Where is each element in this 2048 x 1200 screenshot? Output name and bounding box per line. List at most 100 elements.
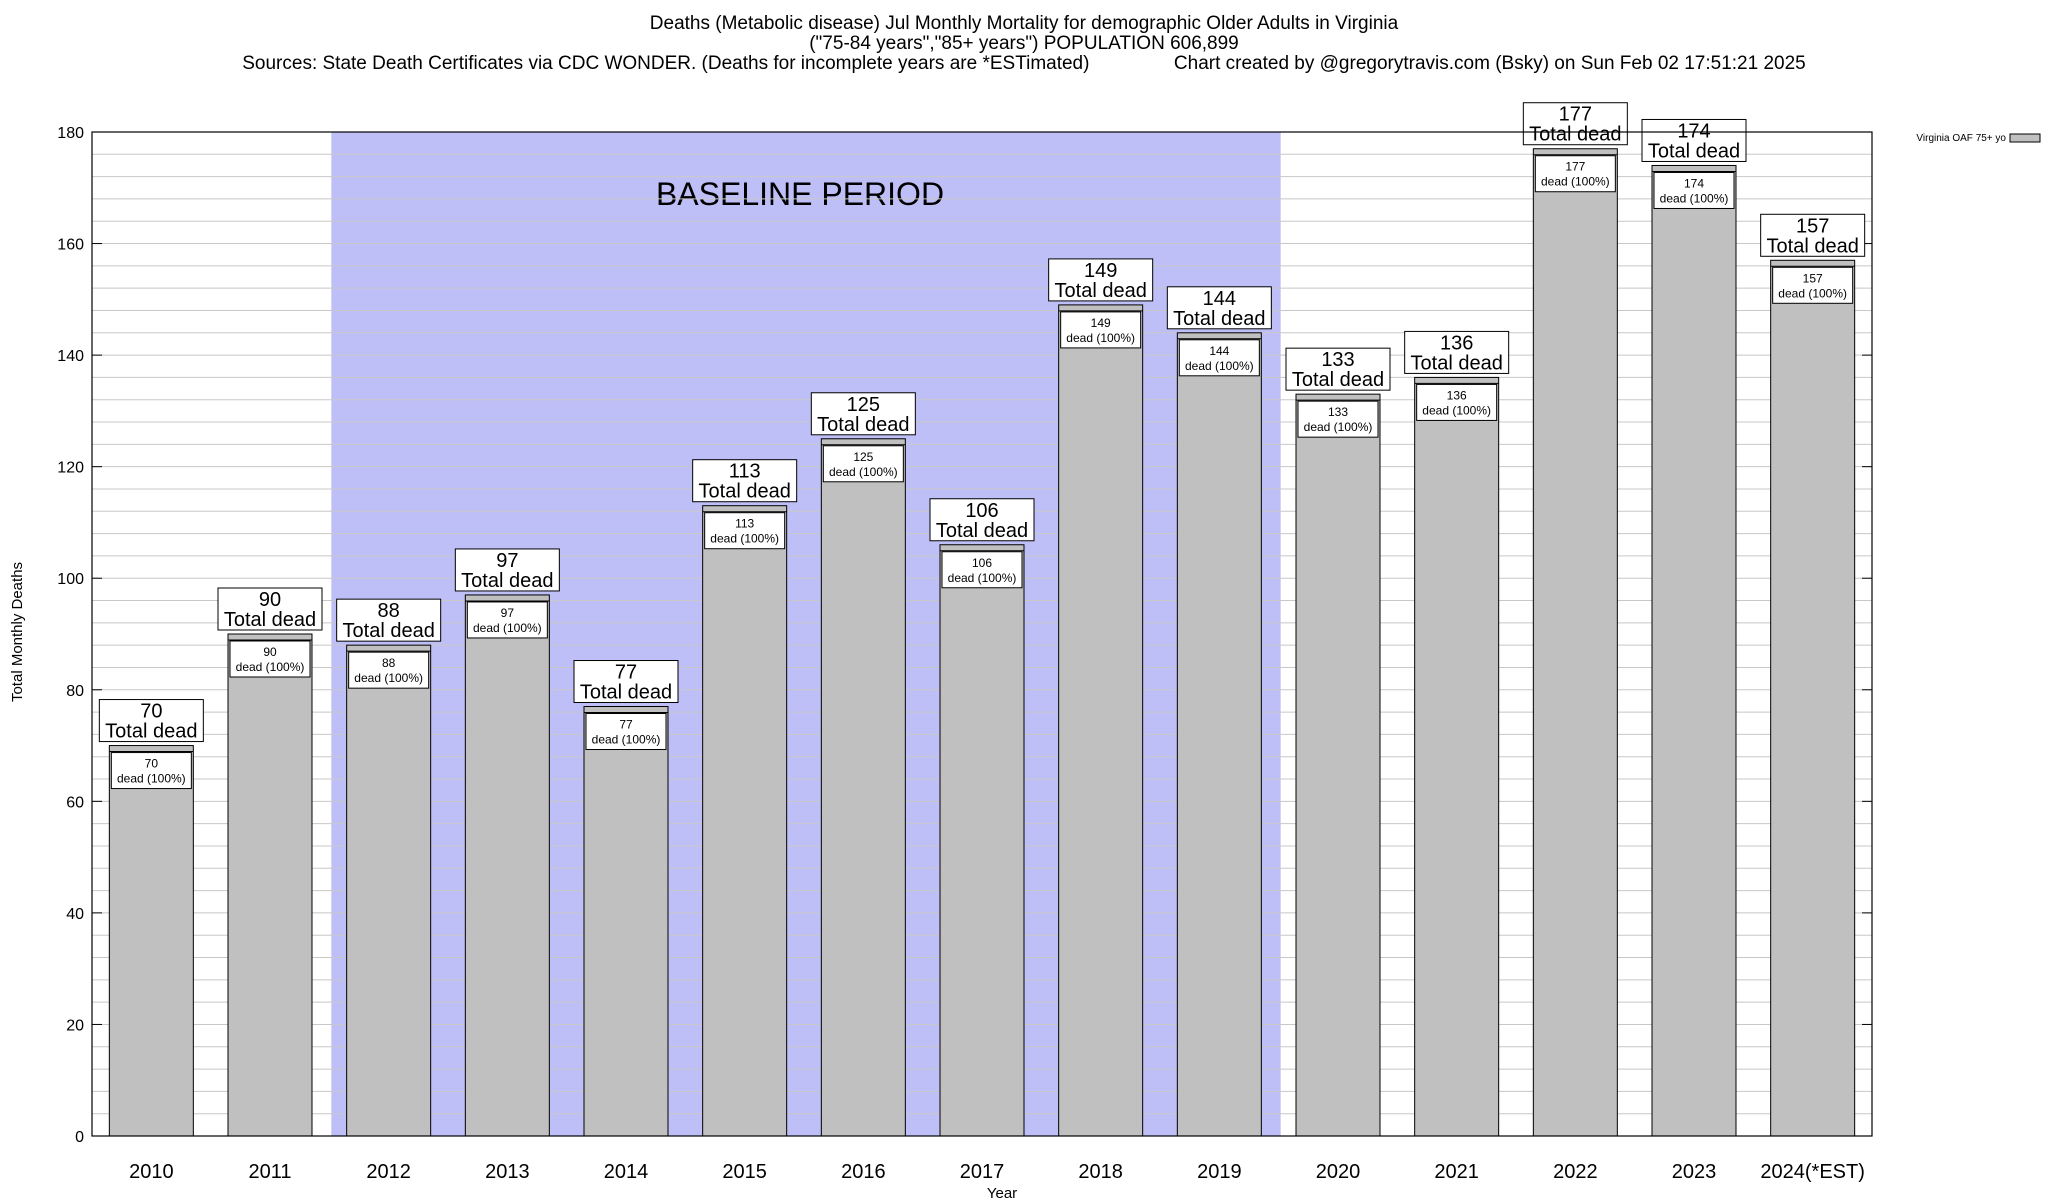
x-tick-label: 2021 [1434,1161,1479,1183]
baseline-period-label: BASELINE PERIOD [656,176,944,212]
y-tick-label: 80 [66,683,84,700]
data-label: 157 [1796,215,1829,237]
total-label-box [573,660,679,704]
total-label-text: Total dead [936,520,1028,542]
inner-label-value: 77 [619,718,633,732]
total-label-text: Total dead [224,609,316,631]
total-label-box [1166,286,1272,330]
total-label-box [454,548,560,592]
data-label: 125 [847,394,880,416]
inner-label-box [1772,266,1854,304]
inner-label-suffix: dead (100%) [473,621,542,635]
x-tick-label: 2010 [129,1161,174,1183]
y-tick-label: 60 [66,794,84,811]
total-label-box [1760,213,1866,257]
legend-label: Virginia OAF 75+ yo [1916,133,2006,144]
bar [108,745,194,1137]
bar [227,633,313,1137]
total-label-box [217,587,323,631]
total-label-box [336,598,442,642]
bar [346,644,432,1137]
inner-label-box [1534,155,1616,193]
total-label-box [929,498,1035,542]
x-tick-label: 2017 [960,1161,1005,1183]
x-tick-label: 2022 [1553,1161,1598,1183]
bar [464,594,550,1137]
data-label: 106 [965,500,998,522]
total-label-text: Total dead [1411,352,1503,374]
inner-label-suffix: dead (100%) [1660,191,1729,205]
total-label-text: Total dead [580,682,672,704]
total-label-box [692,459,798,503]
data-label: 77 [615,662,637,684]
total-label-text: Total dead [1767,235,1859,257]
inner-label-value: 90 [263,645,277,659]
inner-label-box [110,752,192,790]
inner-label-suffix: dead (100%) [117,772,186,786]
inner-label-suffix: dead (100%) [592,733,661,747]
inner-label-suffix: dead (100%) [1185,359,1254,373]
data-label: 136 [1440,332,1473,354]
bar [583,706,669,1137]
bar [1058,304,1144,1137]
legend-swatch [2009,133,2041,143]
inner-label-box [1416,383,1498,421]
bar [1770,259,1856,1137]
y-tick-label: 40 [66,906,84,923]
inner-label-value: 88 [382,656,396,670]
inner-label-value: 106 [972,556,992,570]
chart-title-line-2: ("75-84 years","85+ years") POPULATION 6… [809,33,1239,54]
inner-label-value: 144 [1209,344,1229,358]
inner-label-suffix: dead (100%) [1422,403,1491,417]
bar [1414,376,1500,1137]
bar [1532,148,1618,1137]
x-axis-title: Year [987,1185,1017,1200]
x-tick-label: 2018 [1078,1161,1123,1183]
data-label: 97 [496,550,518,572]
total-label-text: Total dead [1292,369,1384,391]
total-label-text: Total dead [699,481,791,503]
inner-label-box [1178,339,1260,377]
inner-label-box [1653,171,1735,209]
inner-label-suffix: dead (100%) [1066,331,1135,345]
bar [702,505,788,1137]
data-label: 144 [1203,288,1236,310]
inner-label-box [466,601,548,639]
y-tick-label: 140 [57,348,84,365]
inner-label-suffix: dead (100%) [1541,175,1610,189]
total-label-text: Total dead [1173,308,1265,330]
inner-label-value: 177 [1565,160,1585,174]
plot-frame [91,131,1873,1137]
inner-label-value: 157 [1803,271,1823,285]
total-label-text: Total dead [105,721,197,743]
bar [820,438,906,1137]
data-label: 177 [1559,104,1592,126]
inner-label-value: 70 [145,757,159,771]
legend: Virginia OAF 75+ yo [1916,133,2041,144]
total-label-text: Total dead [343,620,435,642]
chart-title-line-1: Deaths (Metabolic disease) Jul Monthly M… [649,13,1399,34]
inner-label-suffix: dead (100%) [829,465,898,479]
total-label-text: Total dead [1055,280,1147,302]
y-tick-label: 120 [57,460,84,477]
y-tick-label: 20 [66,1017,84,1034]
total-label-text: Total dead [1648,140,1740,162]
x-tick-label: 2013 [485,1161,530,1183]
inner-label-value: 113 [735,517,754,531]
bar [1295,393,1381,1137]
bar [1176,332,1262,1137]
inner-label-box [822,445,904,483]
inner-label-value: 174 [1684,176,1704,190]
bar [939,544,1025,1137]
inner-label-value: 136 [1447,388,1467,402]
data-label: 90 [259,589,281,611]
total-label-box [1641,118,1747,162]
inner-label-value: 97 [501,606,515,620]
data-label: 113 [729,461,761,483]
x-tick-label: 2024(*EST) [1760,1161,1865,1183]
inner-label-suffix: dead (100%) [236,660,305,674]
inner-label-suffix: dead (100%) [1304,420,1373,434]
inner-label-value: 149 [1091,316,1111,330]
total-label-text: Total dead [461,570,553,592]
